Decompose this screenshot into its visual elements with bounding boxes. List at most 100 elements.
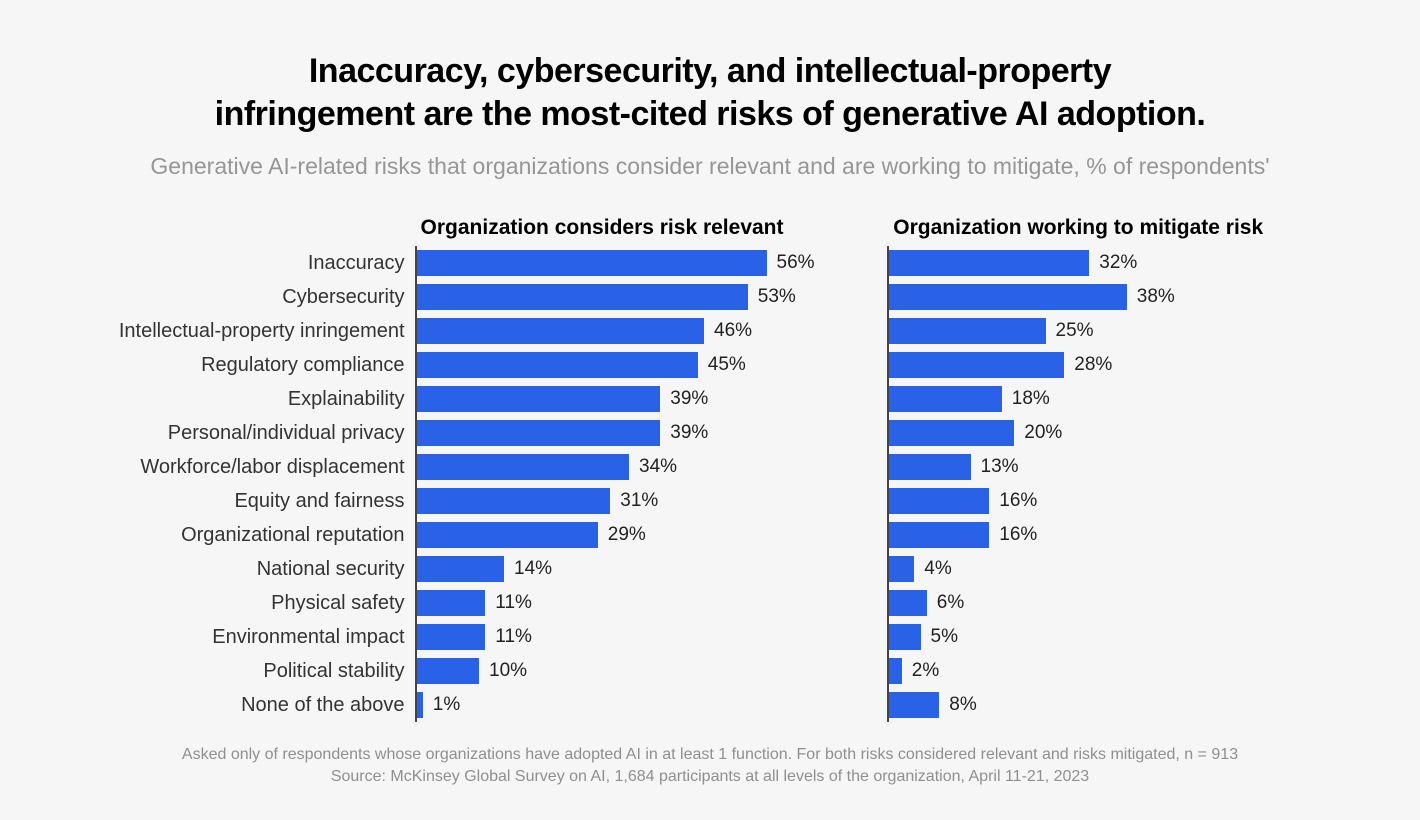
category-label: Physical safety [60,586,415,620]
category-labels-column: InaccuracyCybersecurityIntellectual-prop… [60,210,415,722]
bar-row: 16% [887,518,1360,552]
bar-value-label: 39% [660,422,708,444]
bar-row: 31% [415,484,888,518]
bar [889,318,1045,344]
bar-value-label: 18% [1002,388,1050,410]
bar-row: 39% [415,382,888,416]
bar-value-label: 1% [423,694,460,716]
category-label: None of the above [60,688,415,722]
bar-row: 16% [887,484,1360,518]
bar [889,250,1089,276]
bar [889,658,902,684]
series-mitigate-column: Organization working to mitigate risk 32%… [887,210,1360,722]
bar-value-label: 46% [704,320,752,342]
category-label: Political stability [60,654,415,688]
bar [889,556,914,582]
bar-row: 8% [887,688,1360,722]
bar-row: 2% [887,654,1360,688]
bar-row: 10% [415,654,888,688]
bar [417,386,661,412]
bar-row: 34% [415,450,888,484]
chart-title: Inaccuracy, cybersecurity, and intellect… [60,50,1360,135]
bar-row: 53% [415,280,888,314]
bar-value-label: 5% [921,626,958,648]
bar-row: 14% [415,552,888,586]
category-label: National security [60,552,415,586]
bar-value-label: 16% [989,524,1037,546]
bar [889,352,1064,378]
bar [417,454,630,480]
bar [889,692,939,718]
bar-row: 20% [887,416,1360,450]
bar-value-label: 6% [927,592,964,614]
bar [889,522,989,548]
bar [417,590,486,616]
bar [889,488,989,514]
category-label: Workforce/labor displacement [60,450,415,484]
bar-value-label: 31% [610,490,658,512]
title-line-1: Inaccuracy, cybersecurity, and intellect… [309,52,1111,90]
category-label: Regulatory compliance [60,348,415,382]
bar [417,352,698,378]
bar-row: 38% [887,280,1360,314]
bar [889,454,970,480]
category-label: Cybersecurity [60,280,415,314]
bar [417,488,611,514]
series-relevant-column: Organization considers risk relevant 56% 5… [415,210,888,722]
bar-value-label: 39% [660,388,708,410]
series-header: Organization considers risk relevant [415,210,888,246]
bar-value-label: 32% [1089,252,1137,274]
bar-value-label: 14% [504,558,552,580]
category-label: Organizational reputation [60,518,415,552]
bar-row: 13% [887,450,1360,484]
footnote-line-1: Asked only of respondents whose organiza… [182,746,1238,763]
category-label: Environmental impact [60,620,415,654]
bar-row: 1% [415,688,888,722]
bar-value-label: 10% [479,660,527,682]
bar [889,284,1127,310]
bar [417,658,480,684]
bar-value-label: 13% [971,456,1019,478]
category-label: Inaccuracy [60,246,415,280]
bar-value-label: 20% [1014,422,1062,444]
bar-value-label: 28% [1064,354,1112,376]
bar-value-label: 2% [902,660,939,682]
bar-row: 45% [415,348,888,382]
bar [889,386,1002,412]
bar-value-label: 56% [767,252,815,274]
bar-row: 46% [415,314,888,348]
bar [417,556,505,582]
bar-value-label: 11% [485,626,532,648]
bar-value-label: 34% [629,456,677,478]
bar-value-label: 29% [598,524,646,546]
category-label: Personal/individual privacy [60,416,415,450]
bar-value-label: 11% [485,592,532,614]
bar-value-label: 8% [939,694,976,716]
category-label: Equity and fairness [60,484,415,518]
bar-row: 4% [887,552,1360,586]
bar-row: 11% [415,586,888,620]
chart-container: InaccuracyCybersecurityIntellectual-prop… [60,210,1360,722]
series-header: Organization working to mitigate risk [887,210,1360,246]
bar-row: 32% [887,246,1360,280]
bar-value-label: 4% [914,558,951,580]
bar-value-label: 25% [1046,320,1094,342]
chart-subtitle: Generative AI-related risks that organiz… [60,153,1360,180]
bar [889,420,1014,446]
bar-row: 6% [887,586,1360,620]
bar-value-label: 16% [989,490,1037,512]
bar-value-label: 38% [1127,286,1175,308]
bar [417,318,705,344]
category-label: Explainability [60,382,415,416]
bar [889,624,920,650]
bar [417,250,767,276]
footnote-line-2: Source: McKinsey Global Survey on AI, 1,… [331,768,1089,785]
bar-row: 5% [887,620,1360,654]
bar-row: 11% [415,620,888,654]
category-label: Intellectual-property inringement [60,314,415,348]
footnote: Asked only of respondents whose organiza… [60,744,1360,789]
bar [889,590,927,616]
bar-row: 18% [887,382,1360,416]
title-line-2: infringement are the most-cited risks of… [215,95,1206,133]
bar-row: 56% [415,246,888,280]
